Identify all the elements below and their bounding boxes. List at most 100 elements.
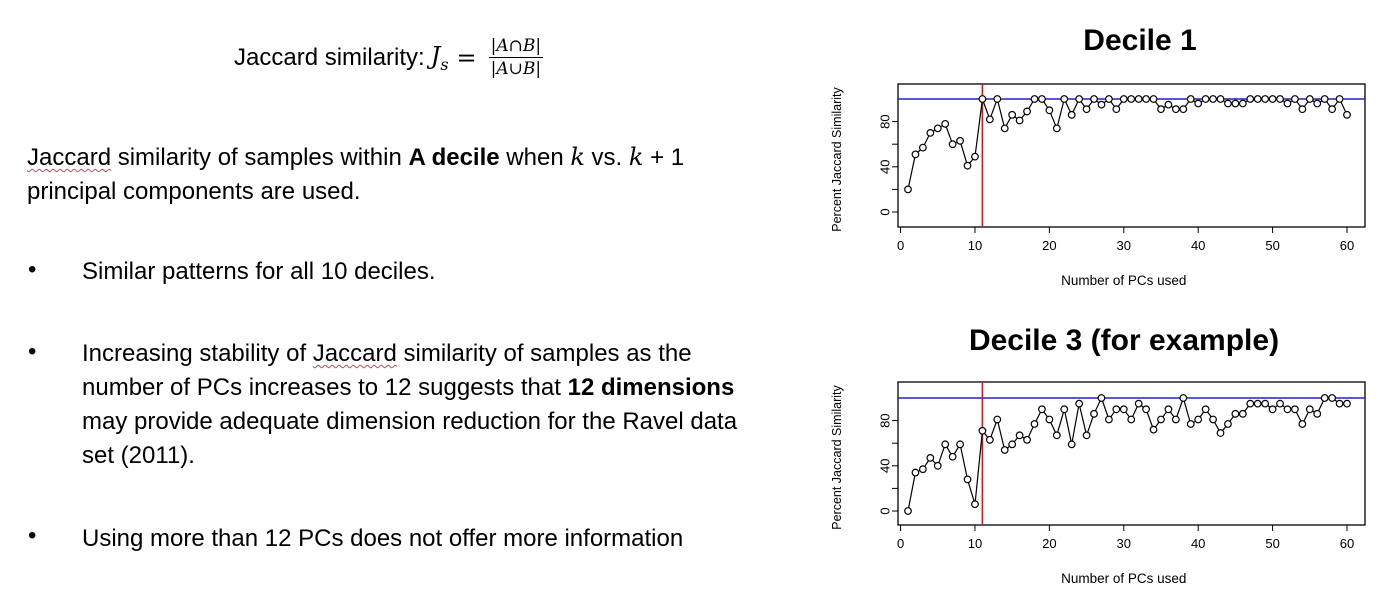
data-point (1060, 405, 1069, 414)
data-point (1261, 399, 1270, 408)
data-point (1134, 95, 1143, 103)
data-point (1075, 399, 1084, 408)
data-point (1097, 100, 1106, 109)
formula-symbol: Js (430, 41, 449, 74)
data-point (956, 136, 964, 145)
data-point (1067, 110, 1076, 119)
data-point (1194, 99, 1203, 108)
data-point (1082, 105, 1091, 114)
y-axis-label: Percent Jaccard Similarity (830, 87, 844, 232)
data-point (993, 415, 1002, 424)
data-point (1149, 425, 1158, 434)
data-point (926, 453, 935, 462)
x-tick-label: 20 (1042, 536, 1056, 551)
y-tick-label: 0 (877, 507, 892, 514)
data-point (1008, 440, 1017, 449)
data-point (1134, 399, 1143, 408)
data-point (1201, 95, 1210, 103)
y-tick-label: 80 (877, 413, 892, 427)
data-point (1157, 415, 1165, 424)
bullet-marker-1: • (28, 256, 37, 283)
data-point (1008, 110, 1017, 119)
data-point (1194, 415, 1203, 424)
data-point (1305, 405, 1314, 414)
data-point (1320, 394, 1329, 402)
data-point (1305, 95, 1314, 103)
x-tick-label: 60 (1340, 238, 1354, 253)
data-point (1171, 415, 1180, 424)
bullet-1: Similar patterns for all 10 deciles. (82, 258, 436, 285)
data-point (1104, 415, 1113, 424)
data-point (1216, 95, 1225, 103)
data-point (941, 119, 950, 128)
y-tick-label: 40 (877, 459, 892, 473)
data-point (933, 124, 942, 133)
x-tick-label: 10 (968, 238, 982, 253)
data-point (1224, 99, 1232, 108)
data-point (1179, 394, 1188, 402)
y-tick-label: 80 (877, 114, 892, 128)
bullet-3: Using more than 12 PCs does not offer mo… (82, 525, 684, 552)
data-point (1313, 99, 1322, 108)
y-tick-label: 0 (877, 208, 892, 215)
data-point (963, 475, 972, 484)
data-point (971, 152, 979, 161)
data-point (1038, 95, 1046, 103)
data-point (1127, 415, 1136, 424)
data-point (1015, 116, 1024, 125)
chart-title-decile-1: Decile 1 (1083, 24, 1197, 57)
data-point (1142, 405, 1151, 414)
plot-frame (897, 381, 1366, 526)
data-point (1045, 415, 1054, 424)
data-point (956, 440, 964, 449)
x-tick-label: 0 (897, 238, 904, 253)
data-point (1343, 399, 1351, 408)
data-point (1253, 95, 1262, 103)
data-point (1052, 124, 1061, 133)
x-tick-label: 30 (1117, 238, 1131, 253)
chart-title-decile-3: Decile 3 (for example) (968, 324, 1280, 357)
x-tick-label: 20 (1042, 238, 1056, 253)
intro-paragraph: Jaccard similarity of samples within A d… (27, 143, 685, 205)
data-point (1067, 440, 1076, 449)
data-point (1015, 431, 1024, 440)
data-point (948, 140, 957, 149)
data-point (1320, 95, 1329, 103)
data-point (1246, 399, 1255, 408)
data-point (1186, 95, 1195, 103)
y-tick-label: 40 (877, 160, 892, 174)
data-point (1045, 106, 1054, 115)
data-point (1164, 100, 1173, 109)
data-point (918, 143, 927, 152)
data-point (1335, 399, 1344, 408)
data-point (1000, 124, 1009, 133)
x-tick-label: 60 (1340, 536, 1354, 551)
data-point (1201, 405, 1210, 414)
jaccard-formula: Jaccard similarity: Js = |A∩B| |A∪B| (234, 36, 544, 79)
x-tick-label: 30 (1117, 536, 1131, 551)
data-point (985, 115, 994, 124)
data-point (1328, 394, 1337, 402)
data-point (978, 426, 987, 435)
data-point (1298, 105, 1307, 114)
data-point (1253, 399, 1262, 408)
data-point (904, 185, 912, 194)
data-point (1209, 415, 1217, 424)
data-point (918, 465, 927, 474)
data-point (1097, 394, 1106, 402)
data-point (985, 435, 994, 444)
data-point (1268, 405, 1277, 414)
data-point (1112, 105, 1121, 114)
formula-label: Jaccard similarity: (234, 43, 425, 71)
data-point (1090, 95, 1098, 103)
x-tick-label: 50 (1265, 536, 1279, 551)
data-point (963, 161, 972, 170)
bullet-marker-3: • (28, 522, 37, 549)
data-point (1112, 405, 1121, 414)
data-point (904, 507, 912, 515)
series-line (907, 395, 1347, 512)
data-point (978, 95, 987, 103)
data-point (1238, 409, 1247, 418)
data-point (1343, 110, 1351, 119)
